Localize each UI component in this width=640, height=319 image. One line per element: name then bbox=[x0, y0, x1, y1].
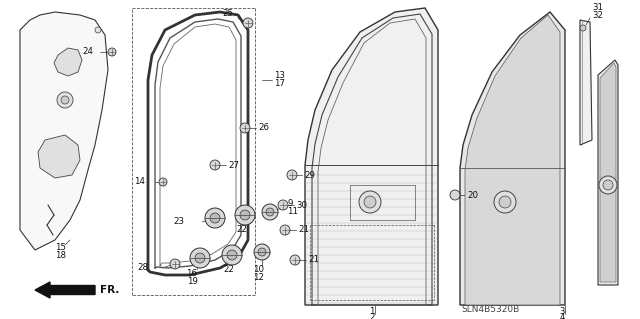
Circle shape bbox=[290, 255, 300, 265]
Text: 21: 21 bbox=[308, 256, 319, 264]
Circle shape bbox=[359, 191, 381, 213]
Polygon shape bbox=[580, 20, 592, 145]
Circle shape bbox=[95, 27, 101, 33]
Circle shape bbox=[159, 178, 167, 186]
Text: 30: 30 bbox=[296, 201, 307, 210]
Circle shape bbox=[57, 92, 73, 108]
Text: 32: 32 bbox=[592, 11, 603, 19]
Polygon shape bbox=[20, 12, 108, 250]
Text: 4: 4 bbox=[559, 313, 564, 319]
Text: 26: 26 bbox=[258, 123, 269, 132]
Polygon shape bbox=[460, 12, 565, 305]
Polygon shape bbox=[598, 60, 618, 285]
Circle shape bbox=[195, 253, 205, 263]
Circle shape bbox=[580, 25, 586, 31]
Text: 25: 25 bbox=[222, 10, 233, 19]
Text: 19: 19 bbox=[187, 277, 197, 286]
Text: 17: 17 bbox=[274, 79, 285, 88]
Circle shape bbox=[254, 244, 270, 260]
Circle shape bbox=[170, 259, 180, 269]
Polygon shape bbox=[600, 63, 616, 282]
Circle shape bbox=[210, 213, 220, 223]
Circle shape bbox=[235, 205, 255, 225]
Text: 16: 16 bbox=[186, 269, 198, 278]
Text: 22: 22 bbox=[223, 265, 234, 275]
FancyArrow shape bbox=[35, 282, 95, 298]
Text: 15: 15 bbox=[55, 243, 66, 253]
Polygon shape bbox=[38, 135, 80, 178]
Text: 22: 22 bbox=[237, 226, 248, 234]
Circle shape bbox=[227, 250, 237, 260]
Circle shape bbox=[603, 180, 613, 190]
Text: 23: 23 bbox=[173, 218, 184, 226]
Text: 20: 20 bbox=[467, 190, 478, 199]
Text: FR.: FR. bbox=[100, 285, 120, 295]
Circle shape bbox=[278, 200, 288, 210]
Circle shape bbox=[450, 190, 460, 200]
Circle shape bbox=[240, 210, 250, 220]
Circle shape bbox=[222, 245, 242, 265]
Text: 11: 11 bbox=[287, 207, 298, 217]
Text: 27: 27 bbox=[228, 160, 239, 169]
Circle shape bbox=[205, 208, 225, 228]
Text: 10: 10 bbox=[253, 265, 264, 275]
Text: SLN4B5320B: SLN4B5320B bbox=[461, 306, 519, 315]
Circle shape bbox=[266, 208, 274, 216]
Circle shape bbox=[499, 196, 511, 208]
Circle shape bbox=[240, 123, 250, 133]
Text: 2: 2 bbox=[369, 313, 375, 319]
Circle shape bbox=[61, 96, 69, 104]
Circle shape bbox=[599, 176, 617, 194]
Polygon shape bbox=[305, 8, 438, 305]
Circle shape bbox=[262, 204, 278, 220]
Circle shape bbox=[287, 170, 297, 180]
Text: 21: 21 bbox=[298, 226, 309, 234]
Text: 24: 24 bbox=[82, 48, 93, 56]
Circle shape bbox=[190, 248, 210, 268]
Circle shape bbox=[243, 18, 253, 28]
Text: 13: 13 bbox=[274, 71, 285, 80]
Circle shape bbox=[258, 248, 266, 256]
Circle shape bbox=[280, 225, 290, 235]
Text: 1: 1 bbox=[369, 307, 375, 315]
Text: 9: 9 bbox=[287, 199, 292, 209]
Circle shape bbox=[364, 196, 376, 208]
Text: 29: 29 bbox=[304, 170, 315, 180]
Text: 31: 31 bbox=[592, 4, 603, 12]
Polygon shape bbox=[54, 48, 82, 76]
Circle shape bbox=[494, 191, 516, 213]
Text: 3: 3 bbox=[559, 307, 564, 315]
Circle shape bbox=[210, 160, 220, 170]
Text: 18: 18 bbox=[55, 251, 66, 261]
Text: 12: 12 bbox=[253, 273, 264, 283]
Circle shape bbox=[108, 48, 116, 56]
Text: 14: 14 bbox=[134, 177, 145, 187]
Polygon shape bbox=[465, 15, 560, 305]
Text: 28: 28 bbox=[137, 263, 148, 272]
